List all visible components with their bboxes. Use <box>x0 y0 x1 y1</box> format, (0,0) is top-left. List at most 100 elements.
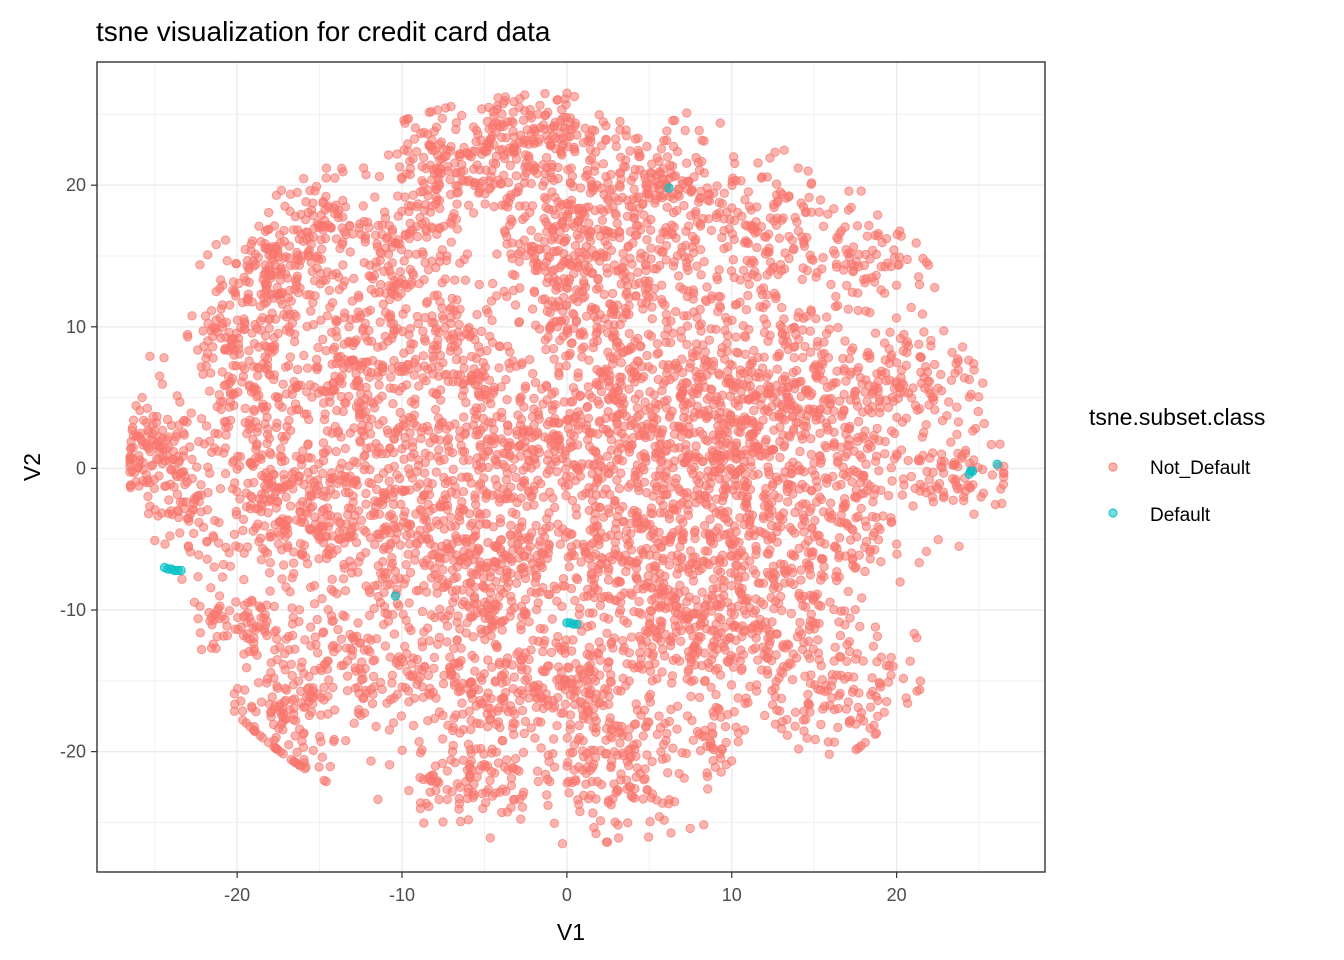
point-not-default <box>603 204 613 214</box>
point-not-default <box>265 586 275 596</box>
point-not-default <box>317 594 327 604</box>
point-not-default <box>256 697 267 707</box>
point-not-default <box>690 237 700 247</box>
point-not-default <box>264 207 274 218</box>
point-not-default <box>629 213 639 223</box>
point-not-default <box>753 158 763 168</box>
point-not-default <box>442 794 452 805</box>
point-not-default <box>453 370 463 380</box>
point-not-default <box>320 531 331 542</box>
point-not-default <box>742 237 752 248</box>
point-not-default <box>616 372 627 383</box>
point-not-default <box>524 617 534 627</box>
point-not-default <box>670 443 680 453</box>
point-not-default <box>429 126 439 137</box>
point-not-default <box>680 125 690 136</box>
point-not-default <box>342 532 352 542</box>
point-not-default <box>338 281 348 291</box>
point-not-default <box>442 766 452 776</box>
point-not-default <box>332 478 343 488</box>
point-not-default <box>504 143 515 153</box>
point-not-default <box>340 586 351 596</box>
point-not-default <box>408 720 419 731</box>
point-not-default <box>497 109 507 119</box>
point-not-default <box>504 553 514 563</box>
point-not-default <box>256 603 266 613</box>
point-not-default <box>336 391 346 402</box>
point-not-default <box>657 298 668 308</box>
point-not-default <box>508 107 519 117</box>
point-not-default <box>247 597 257 607</box>
point-not-default <box>611 266 622 276</box>
point-not-default <box>784 253 794 264</box>
point-not-default <box>445 421 455 431</box>
point-not-default <box>749 405 759 416</box>
point-not-default <box>472 368 482 378</box>
point-not-default <box>272 683 283 693</box>
point-not-default <box>417 161 427 172</box>
point-not-default <box>731 332 741 342</box>
point-not-default <box>203 250 213 260</box>
point-not-default <box>347 561 357 572</box>
point-not-default <box>281 582 291 592</box>
point-not-default <box>487 315 497 326</box>
point-not-default <box>409 134 420 144</box>
point-not-default <box>267 242 277 252</box>
point-not-default <box>134 458 144 468</box>
point-not-default <box>505 160 516 171</box>
point-not-default <box>747 415 757 426</box>
point-not-default <box>485 775 495 786</box>
point-not-default <box>607 332 618 342</box>
point-not-default <box>424 534 434 544</box>
point-not-default <box>815 195 826 205</box>
point-not-default <box>786 324 797 334</box>
point-not-default <box>245 458 255 468</box>
point-not-default <box>695 193 706 203</box>
point-not-default <box>570 121 580 131</box>
point-not-default <box>378 299 388 309</box>
point-not-default <box>431 785 441 796</box>
point-not-default <box>307 392 317 402</box>
point-not-default <box>187 311 197 321</box>
point-not-default <box>403 249 413 259</box>
point-not-default <box>338 167 348 177</box>
point-not-default <box>625 272 636 282</box>
point-not-default <box>683 265 693 276</box>
point-not-default <box>229 706 240 716</box>
point-not-default <box>621 125 631 135</box>
point-not-default <box>651 424 662 434</box>
point-not-default <box>265 558 275 568</box>
point-not-default <box>246 246 256 256</box>
point-not-default <box>432 588 442 598</box>
point-not-default <box>588 445 598 456</box>
point-not-default <box>757 393 767 403</box>
point-not-default <box>485 595 495 605</box>
point-not-default <box>306 306 316 316</box>
point-not-default <box>318 334 328 345</box>
point-not-default <box>398 657 409 667</box>
point-not-default <box>593 429 603 439</box>
point-not-default <box>599 225 609 235</box>
point-not-default <box>293 364 303 375</box>
point-not-default <box>299 758 309 768</box>
point-not-default <box>231 510 242 520</box>
point-not-default <box>571 510 582 520</box>
point-not-default <box>517 705 528 716</box>
point-not-default <box>781 193 791 204</box>
point-not-default <box>244 265 254 275</box>
point-not-default <box>412 202 422 212</box>
point-not-default <box>273 290 283 300</box>
point-not-default <box>535 623 545 634</box>
point-not-default <box>388 718 399 728</box>
point-not-default <box>481 797 491 808</box>
point-not-default <box>193 614 203 624</box>
point-not-default <box>382 609 393 619</box>
point-not-default <box>612 475 622 485</box>
point-not-default <box>394 601 404 611</box>
point-not-default <box>752 272 762 282</box>
point-not-default <box>429 291 439 301</box>
point-not-default <box>662 152 673 162</box>
point-not-default <box>476 743 486 754</box>
point-not-default <box>420 336 430 346</box>
point-not-default <box>540 192 550 203</box>
